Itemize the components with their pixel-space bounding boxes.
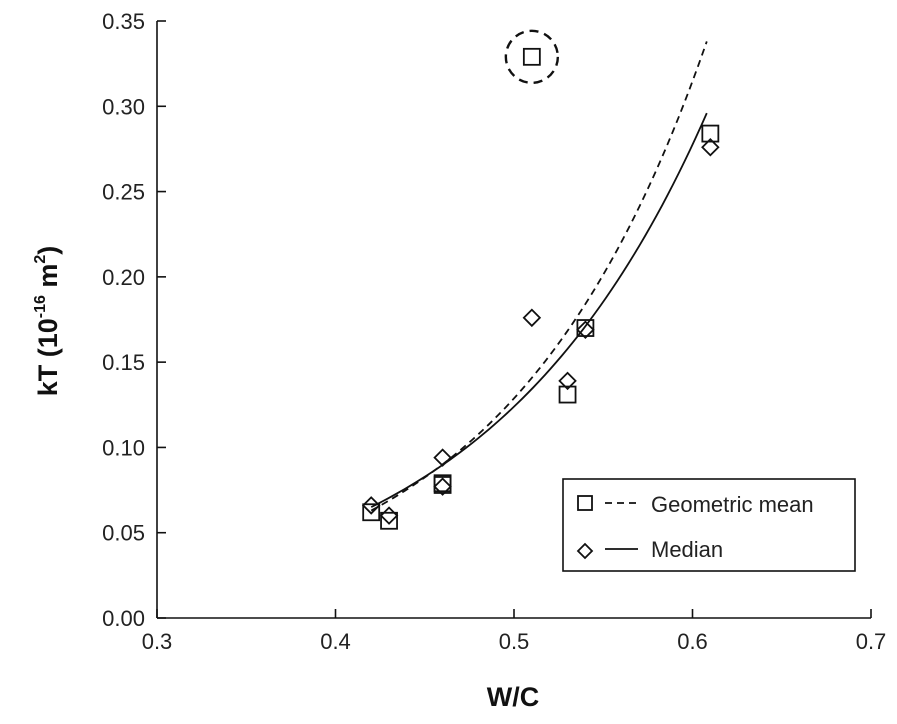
y-axis-title-prefix: kT (10 <box>33 318 63 396</box>
y-tick-label: 0.35 <box>102 9 145 34</box>
y-axis-title-suffix: ) <box>33 246 63 255</box>
legend-label-geometric-mean: Geometric mean <box>651 492 814 517</box>
geometric-mean-point <box>433 474 452 493</box>
fit-curves <box>370 41 708 512</box>
y-tick-label: 0.25 <box>102 180 145 205</box>
median-point <box>433 477 452 496</box>
y-tick-label: 0.10 <box>102 435 145 460</box>
x-tick-label: 0.6 <box>677 629 708 654</box>
x-tick-label: 0.5 <box>499 629 530 654</box>
median-point <box>433 448 452 467</box>
x-tick-label: 0.7 <box>856 629 887 654</box>
median-point <box>522 308 542 328</box>
geometric-mean-point <box>380 511 398 530</box>
y-axis-title-exponent-2: 2 <box>32 255 49 264</box>
legend-label-median: Median <box>651 537 723 562</box>
y-axis-title-exponent-1: -16 <box>32 295 49 318</box>
x-ticks: 0.3 0.4 0.5 0.6 0.7 <box>142 609 887 654</box>
geometric-mean-point <box>576 319 595 337</box>
median-fit-curve <box>370 112 708 508</box>
median-point <box>361 496 381 515</box>
y-axis-title-middle: m <box>33 264 63 296</box>
median-point <box>379 506 399 525</box>
geometric-mean-point <box>701 124 720 143</box>
y-ticks: 0.00 0.05 0.10 0.15 0.20 0.25 0.30 0.35 <box>102 9 166 631</box>
geometric-mean-point <box>362 503 381 522</box>
x-tick-label: 0.4 <box>320 629 351 654</box>
y-tick-label: 0.00 <box>102 606 145 631</box>
outlier-dashed-circle <box>504 29 560 85</box>
y-tick-label: 0.20 <box>102 265 145 290</box>
median-point <box>558 371 577 391</box>
median-point <box>701 137 720 157</box>
x-tick-label: 0.3 <box>142 629 173 654</box>
annotations <box>504 29 560 85</box>
y-tick-label: 0.30 <box>102 94 145 119</box>
legend: Geometric mean Median <box>562 478 856 572</box>
geometric-mean-fit-curve <box>370 41 708 512</box>
data-markers <box>361 47 720 530</box>
y-tick-label: 0.15 <box>102 350 145 375</box>
median-point <box>576 320 595 340</box>
legend-box <box>562 478 856 572</box>
geometric-mean-point <box>522 47 541 66</box>
plot-area: 0.3 0.4 0.5 0.6 0.7 0.00 0.05 0.10 0.15 0.20 0.25… <box>102 9 886 654</box>
y-tick-label: 0.05 <box>102 521 145 546</box>
legend-diamond-marker <box>576 542 594 560</box>
x-axis-title: W/C <box>487 682 539 712</box>
y-axis-title: kT (10-16 m2) <box>32 246 63 397</box>
legend-square-marker <box>577 495 593 511</box>
geometric-mean-point <box>558 385 577 404</box>
